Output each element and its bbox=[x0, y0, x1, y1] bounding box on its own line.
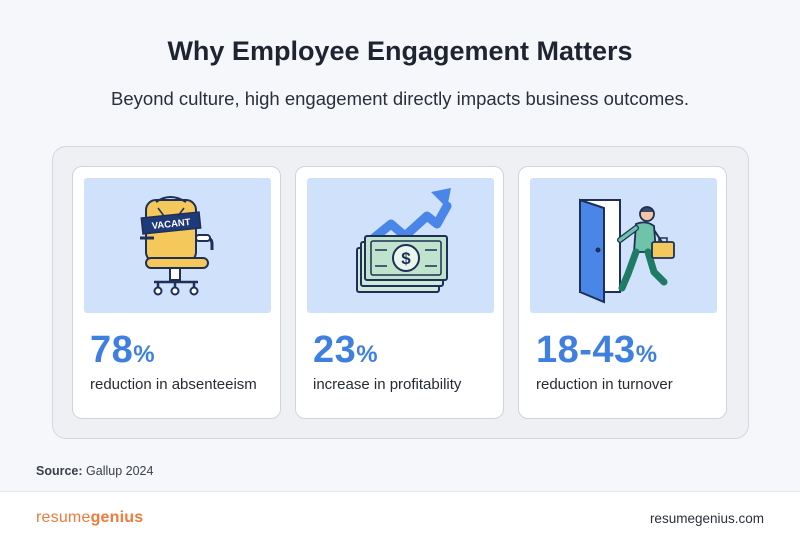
vacant-chair-icon: VACANT bbox=[140, 196, 214, 296]
stat-value: 78% bbox=[90, 329, 155, 372]
website-link[interactable]: resumegenius.com bbox=[649, 511, 764, 526]
source-note: Source: Gallup 2024 bbox=[36, 464, 153, 478]
stat-number: 23 bbox=[313, 329, 357, 371]
stat-card-profitability: $ 23% increase in profitability bbox=[295, 166, 504, 419]
stat-unit: % bbox=[356, 341, 378, 368]
source-text: Gallup 2024 bbox=[82, 464, 154, 478]
illustration-box bbox=[530, 178, 717, 313]
stat-card-absenteeism: VACANT 78% reduction in absenteeism bbox=[72, 166, 281, 419]
illustration-box: $ bbox=[307, 178, 494, 313]
vacant-sign-text: VACANT bbox=[151, 217, 191, 232]
page-title: Why Employee Engagement Matters bbox=[167, 36, 633, 66]
brand-logo-part1: resume bbox=[36, 509, 91, 526]
footer-bar: resumegenius resumegenius.com bbox=[0, 491, 800, 543]
source-label: Source: bbox=[36, 464, 83, 478]
page-subtitle: Beyond culture, high engagement directly… bbox=[111, 88, 689, 109]
illustration-box: VACANT bbox=[84, 178, 271, 313]
stat-number: 78 bbox=[90, 329, 134, 371]
svg-text:$: $ bbox=[401, 249, 411, 268]
brand-logo-part2: genius bbox=[90, 509, 144, 526]
stat-description: reduction in turnover bbox=[536, 376, 673, 393]
stat-value: 18-43% bbox=[536, 329, 657, 372]
stat-description: increase in profitability bbox=[313, 376, 462, 393]
brand-logo[interactable]: resumegenius bbox=[36, 509, 143, 527]
stat-number: 18-43 bbox=[536, 329, 636, 371]
stat-card-turnover: 18-43% reduction in turnover bbox=[518, 166, 727, 419]
money-growth-icon: $ bbox=[356, 188, 452, 293]
stat-unit: % bbox=[635, 341, 658, 368]
stat-unit: % bbox=[133, 341, 155, 368]
employee-leaving-door-icon bbox=[579, 198, 675, 304]
stat-value: 23% bbox=[313, 329, 378, 372]
stat-description: reduction in absenteeism bbox=[90, 376, 257, 393]
